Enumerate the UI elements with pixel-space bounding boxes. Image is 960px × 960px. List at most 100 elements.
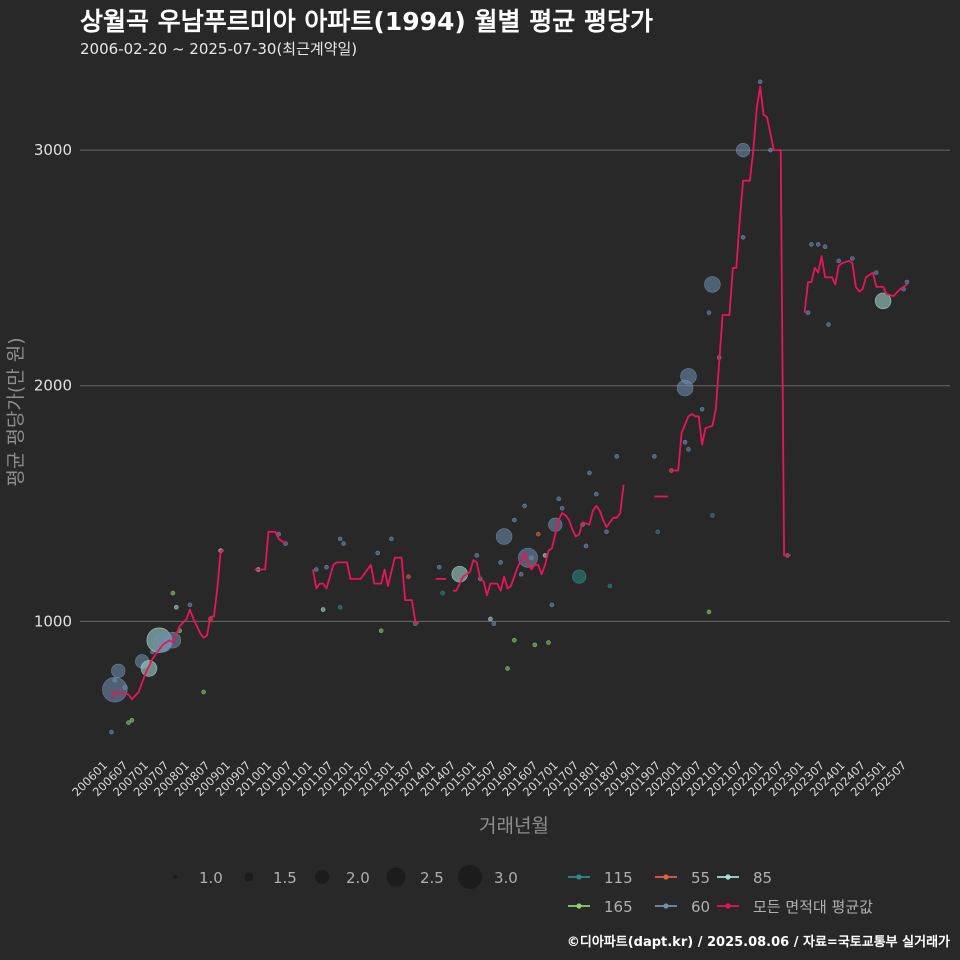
data-point — [406, 574, 411, 579]
data-point — [655, 529, 661, 535]
avg-line-segment — [671, 85, 791, 557]
data-point — [522, 503, 527, 509]
data-point — [512, 517, 517, 523]
data-point — [378, 628, 384, 634]
data-point — [836, 258, 842, 264]
size-legend-label: 2.5 — [420, 869, 444, 887]
avg-line-layer — [110, 85, 908, 700]
y-axis-title: 평균 평당가(만 원) — [5, 337, 27, 486]
credit-text: ©디아파트(dapt.kr) / 2025.08.06 / 자료=국토교통부 실… — [566, 935, 950, 950]
y-tick-label: 1000 — [34, 612, 72, 630]
series-legend-label: 85 — [753, 869, 772, 887]
data-point — [873, 270, 879, 275]
data-point — [109, 729, 114, 735]
data-point — [583, 543, 589, 549]
data-point — [201, 689, 206, 695]
data-point — [498, 560, 503, 565]
data-point — [826, 322, 831, 327]
data-point — [614, 454, 620, 459]
series-legend-dot — [725, 874, 731, 880]
size-legend-label: 1.0 — [199, 869, 223, 887]
data-point — [512, 637, 517, 643]
avg-line-segment — [312, 556, 420, 625]
data-point — [706, 609, 712, 615]
data-point — [904, 279, 910, 285]
data-point — [809, 242, 814, 247]
avg-line-segment — [110, 549, 225, 700]
data-point — [604, 529, 609, 535]
data-point — [710, 513, 715, 518]
size-legend-marker — [386, 867, 406, 887]
series-legend-label: 모든 면적대 평균값 — [753, 898, 873, 916]
data-point — [680, 368, 697, 385]
data-point — [491, 621, 497, 626]
data-point — [548, 517, 563, 532]
data-point — [440, 590, 445, 596]
data-point — [122, 684, 128, 690]
data-point — [495, 528, 513, 545]
data-point — [815, 242, 821, 247]
data-point — [313, 567, 319, 572]
data-point — [518, 547, 538, 568]
size-legend-marker — [173, 875, 177, 879]
data-point — [518, 571, 524, 577]
data-point — [324, 564, 329, 570]
data-point — [850, 256, 855, 261]
data-point — [572, 569, 587, 584]
axis-layer: 1000200030002006012006072007012007072008… — [34, 141, 909, 799]
size-legend-label: 3.0 — [494, 869, 518, 887]
size-legend-marker — [458, 865, 482, 889]
size-legend-marker — [244, 872, 254, 882]
series-legend-label: 165 — [604, 898, 633, 916]
data-point — [529, 555, 534, 561]
data-point — [805, 310, 811, 315]
data-point — [320, 607, 326, 612]
data-point — [187, 602, 193, 608]
data-point — [337, 536, 343, 542]
data-point — [736, 143, 751, 158]
data-point — [874, 292, 892, 310]
series-legend-dot — [663, 874, 669, 880]
data-point — [488, 616, 493, 622]
data-point — [699, 406, 705, 412]
data-point — [822, 244, 828, 250]
series-legend-label: 55 — [691, 869, 710, 887]
size-legend-label: 1.5 — [273, 869, 297, 887]
points-layer — [102, 79, 910, 735]
data-point — [652, 454, 657, 459]
data-point — [757, 79, 763, 85]
data-point — [532, 642, 538, 648]
data-point — [112, 677, 118, 683]
series-legend-dot — [725, 903, 731, 909]
size-legend-label: 2.0 — [346, 869, 370, 887]
data-point — [556, 496, 562, 502]
size-legend-marker — [315, 870, 329, 884]
data-point — [474, 553, 480, 558]
chart-subtitle: 2006-02-20 ~ 2025-07-30(최근계약일) — [80, 40, 358, 58]
series-legend-dot — [576, 874, 582, 880]
data-point — [587, 470, 592, 476]
data-point — [341, 541, 346, 546]
data-point — [389, 536, 394, 542]
data-point — [164, 631, 182, 649]
grid-layer — [80, 149, 950, 622]
data-point — [436, 564, 442, 570]
avg-line-segment — [452, 484, 625, 597]
data-point — [607, 583, 613, 589]
series-legend-label: 60 — [691, 898, 710, 916]
data-point — [140, 660, 158, 677]
avg-line-segment — [254, 530, 287, 571]
data-point — [546, 640, 551, 645]
legend: 1.0 1.5 2.0 2.5 3.0 115 55 85 165 60 모든 면적대 평균값 — [173, 865, 873, 916]
data-point — [111, 663, 126, 678]
x-axis-title: 거래년월 — [479, 815, 549, 837]
data-point — [593, 491, 599, 497]
data-point — [375, 550, 381, 556]
data-point — [706, 310, 712, 315]
data-point — [768, 147, 773, 153]
data-point — [102, 676, 128, 703]
data-point — [173, 604, 179, 610]
series-legend-dot — [663, 903, 669, 909]
data-point — [337, 604, 343, 610]
